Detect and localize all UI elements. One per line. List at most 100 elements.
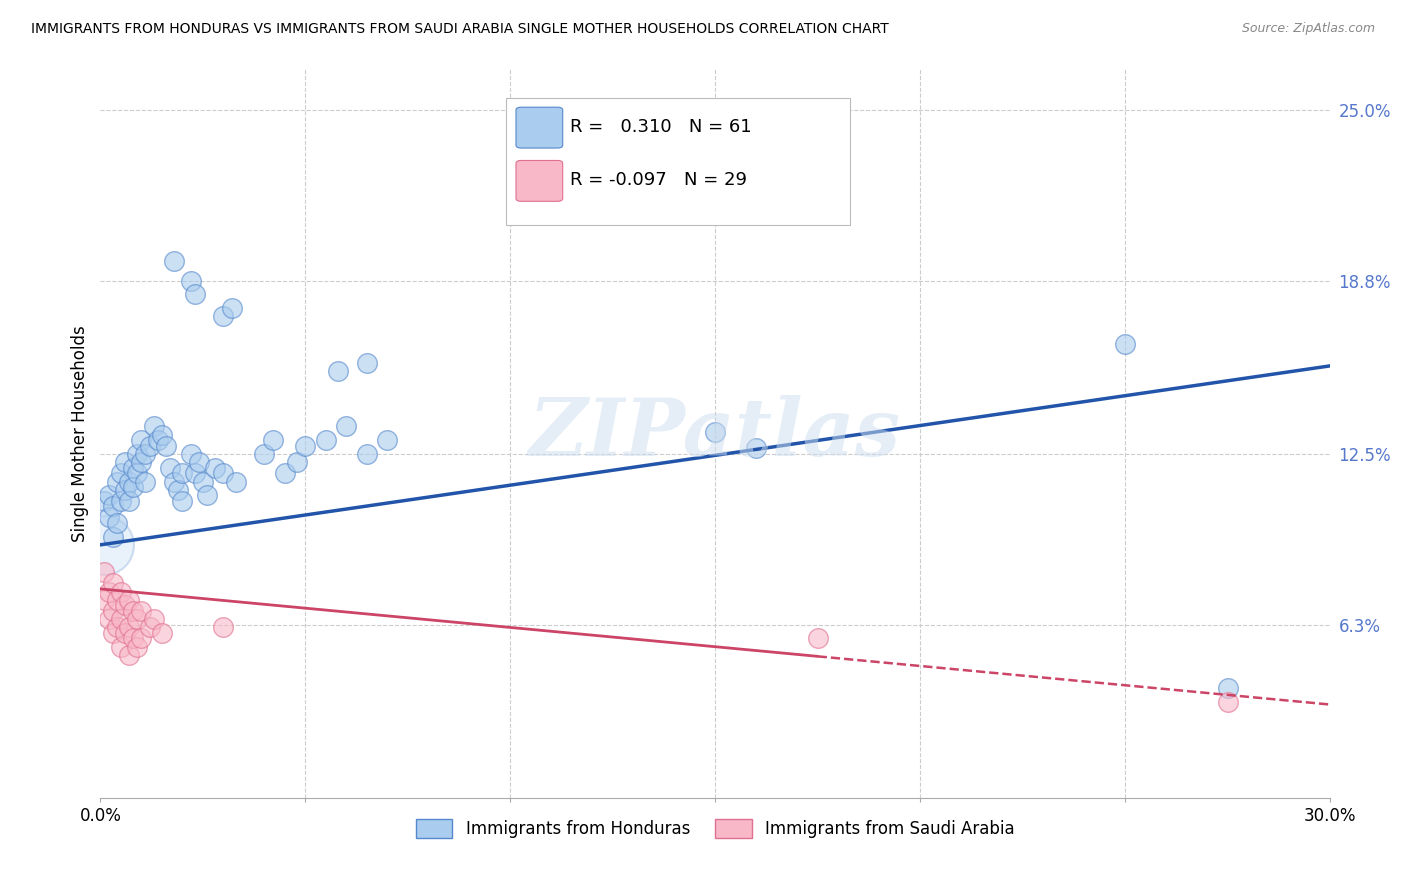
Point (138, 439, 160, 453)
Point (294, 439, 316, 453)
Point (114, 599, 136, 613)
Point (146, 434, 169, 448)
Point (142, 419, 165, 434)
Point (253, 447, 276, 461)
Point (127, 467, 149, 481)
Point (191, 475, 214, 489)
Point (97, 584, 120, 599)
Point (356, 447, 378, 461)
Point (167, 483, 190, 497)
Point (101, 500, 124, 514)
Point (1114, 336, 1136, 351)
Point (101, 626, 124, 640)
Point (134, 447, 156, 461)
Point (138, 620, 160, 634)
Point (118, 620, 141, 634)
Point (159, 460, 181, 475)
Point (93, 593, 115, 607)
Point (150, 427, 173, 442)
Point (163, 475, 186, 489)
Point (131, 434, 153, 448)
FancyBboxPatch shape (516, 107, 562, 148)
Point (110, 584, 132, 599)
Point (187, 455, 209, 469)
Point (131, 632, 153, 646)
Point (356, 356, 378, 370)
Point (101, 530, 124, 544)
Point (93, 566, 115, 580)
Point (118, 648, 141, 662)
Point (315, 434, 337, 448)
Text: ZIPatlas: ZIPatlas (529, 394, 901, 472)
Point (172, 467, 194, 481)
Point (122, 604, 145, 618)
Point (105, 516, 128, 530)
Point (212, 620, 235, 634)
Point (101, 604, 124, 618)
Point (285, 455, 308, 469)
Point (180, 447, 202, 461)
Point (142, 612, 165, 626)
Point (1216, 695, 1239, 709)
Point (127, 447, 149, 461)
Point (745, 442, 768, 456)
Point (150, 626, 173, 640)
Point (110, 493, 132, 508)
Point (93, 538, 115, 552)
Point (807, 632, 830, 646)
Point (155, 439, 177, 453)
Point (122, 632, 145, 646)
Point (127, 640, 149, 654)
Text: R = -0.097   N = 29: R = -0.097 N = 29 (569, 171, 747, 189)
Point (97, 488, 120, 502)
Point (131, 455, 153, 469)
Point (163, 254, 186, 268)
Point (118, 475, 141, 489)
Point (110, 640, 132, 654)
Y-axis label: Single Mother Households: Single Mother Households (72, 325, 89, 541)
Text: Source: ZipAtlas.com: Source: ZipAtlas.com (1241, 22, 1375, 36)
Point (105, 620, 128, 634)
Point (131, 604, 153, 618)
Point (105, 475, 128, 489)
Point (97, 510, 120, 524)
Point (122, 460, 145, 475)
FancyBboxPatch shape (516, 161, 562, 202)
Point (110, 612, 132, 626)
Point (204, 460, 226, 475)
Point (221, 301, 243, 315)
Point (262, 434, 284, 448)
Point (704, 425, 727, 439)
Point (93, 493, 115, 508)
Point (114, 455, 136, 469)
Point (118, 493, 141, 508)
Point (183, 287, 205, 301)
FancyBboxPatch shape (506, 98, 851, 226)
Point (335, 419, 357, 434)
Point (105, 593, 128, 607)
Point (114, 626, 136, 640)
Point (114, 483, 136, 497)
Point (183, 467, 205, 481)
Point (326, 364, 349, 378)
Point (375, 434, 398, 448)
Point (540, 199, 562, 213)
Point (110, 467, 132, 481)
Point (172, 493, 194, 508)
Point (97, 612, 120, 626)
Point (225, 475, 247, 489)
Point (122, 480, 145, 494)
Point (180, 273, 202, 287)
Point (195, 488, 218, 502)
Point (101, 576, 124, 591)
Point (212, 310, 235, 324)
Point (274, 467, 297, 481)
Point (212, 467, 235, 481)
Point (127, 612, 149, 626)
Legend: Immigrants from Honduras, Immigrants from Saudi Arabia: Immigrants from Honduras, Immigrants fro… (409, 812, 1021, 845)
Point (118, 593, 141, 607)
Text: IMMIGRANTS FROM HONDURAS VS IMMIGRANTS FROM SAUDI ARABIA SINGLE MOTHER HOUSEHOLD: IMMIGRANTS FROM HONDURAS VS IMMIGRANTS F… (31, 22, 889, 37)
Text: R =   0.310   N = 61: R = 0.310 N = 61 (569, 118, 752, 136)
Point (134, 475, 156, 489)
Point (1216, 681, 1239, 695)
